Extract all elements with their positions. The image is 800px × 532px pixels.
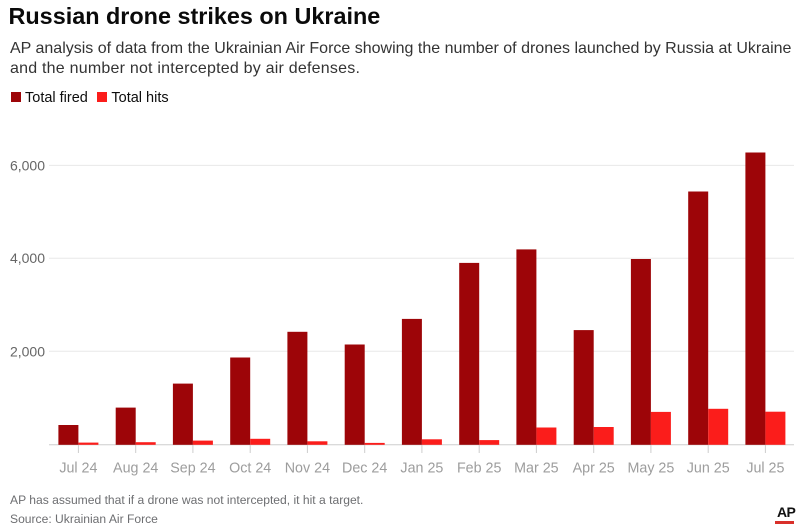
svg-text:Dec 24: Dec 24 [342,461,387,477]
svg-text:Feb 25: Feb 25 [457,461,502,477]
svg-text:Aug 24: Aug 24 [113,461,158,477]
svg-text:Nov 24: Nov 24 [285,461,330,477]
svg-text:Jul 25: Jul 25 [746,461,784,477]
svg-text:Sep 24: Sep 24 [170,461,215,477]
svg-text:Mar 25: Mar 25 [514,461,559,477]
svg-text:6,000: 6,000 [10,157,45,173]
svg-text:2,000: 2,000 [10,343,45,359]
svg-text:Apr 25: Apr 25 [573,461,615,477]
svg-text:Oct 24: Oct 24 [229,461,271,477]
svg-text:Jun 25: Jun 25 [687,461,730,477]
svg-text:Jul 24: Jul 24 [59,461,97,477]
svg-text:May 25: May 25 [627,461,674,477]
svg-text:Jan 25: Jan 25 [400,461,443,477]
svg-text:4,000: 4,000 [10,250,45,266]
